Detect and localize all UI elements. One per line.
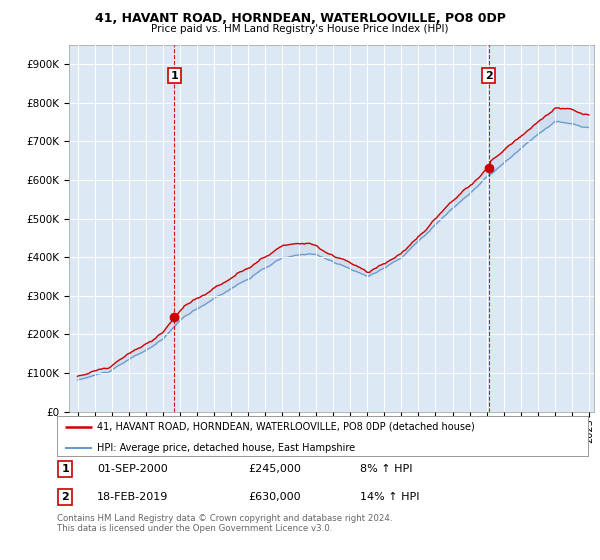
Text: Price paid vs. HM Land Registry's House Price Index (HPI): Price paid vs. HM Land Registry's House … (151, 24, 449, 34)
Text: 01-SEP-2000: 01-SEP-2000 (97, 464, 167, 474)
Text: 1: 1 (61, 464, 69, 474)
Text: Contains HM Land Registry data © Crown copyright and database right 2024.
This d: Contains HM Land Registry data © Crown c… (57, 514, 392, 534)
Text: 1: 1 (170, 71, 178, 81)
Text: £245,000: £245,000 (248, 464, 301, 474)
Text: 41, HAVANT ROAD, HORNDEAN, WATERLOOVILLE, PO8 0DP: 41, HAVANT ROAD, HORNDEAN, WATERLOOVILLE… (95, 12, 505, 25)
Text: 2: 2 (485, 71, 493, 81)
Text: £630,000: £630,000 (248, 492, 301, 502)
Text: 2: 2 (61, 492, 69, 502)
Text: HPI: Average price, detached house, East Hampshire: HPI: Average price, detached house, East… (97, 442, 355, 452)
Text: 18-FEB-2019: 18-FEB-2019 (97, 492, 168, 502)
Text: 14% ↑ HPI: 14% ↑ HPI (359, 492, 419, 502)
Text: 8% ↑ HPI: 8% ↑ HPI (359, 464, 412, 474)
Text: 41, HAVANT ROAD, HORNDEAN, WATERLOOVILLE, PO8 0DP (detached house): 41, HAVANT ROAD, HORNDEAN, WATERLOOVILLE… (97, 422, 475, 432)
